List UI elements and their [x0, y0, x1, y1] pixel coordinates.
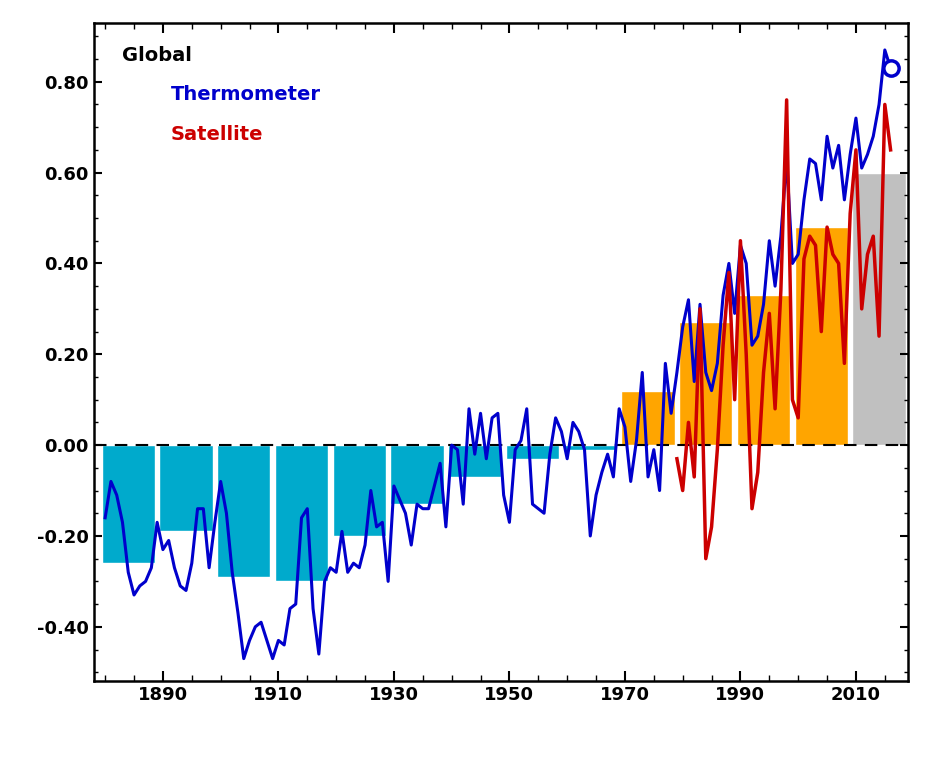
Bar: [795, 227, 848, 445]
Bar: [737, 295, 790, 445]
Bar: [506, 445, 559, 459]
Bar: [448, 445, 502, 477]
Text: Thermometer: Thermometer: [171, 86, 321, 104]
Bar: [853, 173, 906, 445]
Text: Global: Global: [122, 45, 192, 65]
Bar: [159, 445, 212, 531]
Bar: [275, 445, 329, 581]
Bar: [390, 445, 444, 504]
Bar: [563, 445, 617, 450]
Bar: [680, 322, 732, 445]
Text: Satellite: Satellite: [171, 125, 263, 144]
Bar: [332, 445, 386, 536]
Bar: [217, 445, 271, 577]
Bar: [622, 391, 675, 445]
Bar: [102, 445, 154, 563]
